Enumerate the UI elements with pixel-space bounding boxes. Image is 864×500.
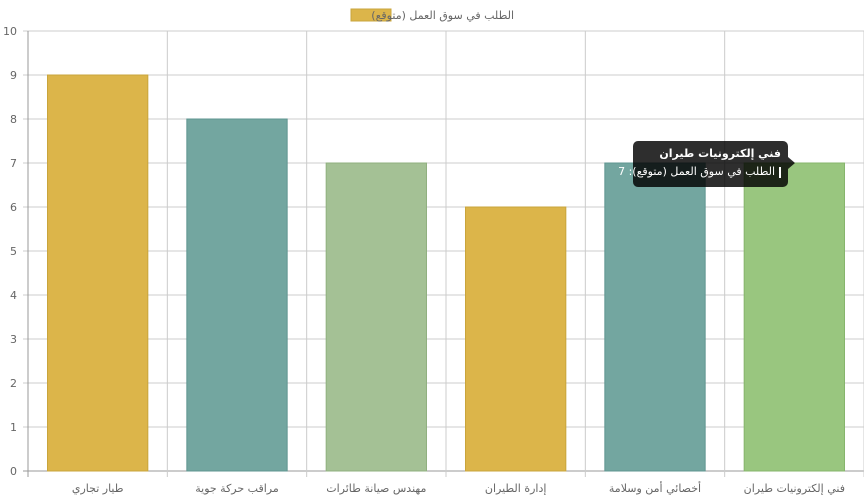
x-category-label: مراقب حركة جوية [195,482,279,495]
x-axis-labels: طيار تجاري مراقب حركة جوية مهندس صيانة طائ… [72,481,845,495]
bar[interactable] [465,206,567,472]
tooltip-label: الطلب في سوق العمل (متوقع): 7 [618,165,775,178]
tooltip-swatch [779,166,781,178]
y-tick-label: 7 [10,157,17,170]
y-tick-label: 1 [10,421,17,434]
bar[interactable] [604,162,706,472]
tooltip-title: فني إلكترونيات طيران [659,147,781,160]
y-tick-label: 0 [10,465,17,478]
legend-label[interactable]: الطلب في سوق العمل (متوقع) [371,9,514,22]
bar[interactable] [47,74,149,472]
bars [47,74,845,472]
bar[interactable] [743,162,845,472]
bar[interactable] [325,162,427,472]
x-category-label: فني إلكترونيات طيران [744,482,845,495]
y-tick-label: 10 [3,25,17,38]
x-category-label: أخصائي أمن وسلامة [609,481,701,495]
y-tick-label: 2 [10,377,17,390]
legend[interactable]: الطلب في سوق العمل (متوقع) [350,8,514,22]
y-axis-ticks: 0 1 2 3 4 5 6 7 8 9 10 [3,25,17,478]
y-tick-label: 4 [10,289,17,302]
tooltip-body: الطلب في سوق العمل (متوقع): 7 [618,163,781,181]
y-tick-label: 5 [10,245,17,258]
tooltip: فني إلكترونيات طيران الطلب في سوق العمل … [618,141,795,187]
y-tick-label: 9 [10,69,17,82]
x-category-label: طيار تجاري [72,482,124,495]
y-tick-label: 8 [10,113,17,126]
bar[interactable] [186,118,288,472]
x-category-label: إدارة الطيران [485,482,547,495]
y-tick-label: 6 [10,201,17,214]
grid-lines [23,30,864,477]
y-tick-label: 3 [10,333,17,346]
x-category-label: مهندس صيانة طائرات [326,482,426,495]
legend-swatch[interactable] [350,8,392,22]
